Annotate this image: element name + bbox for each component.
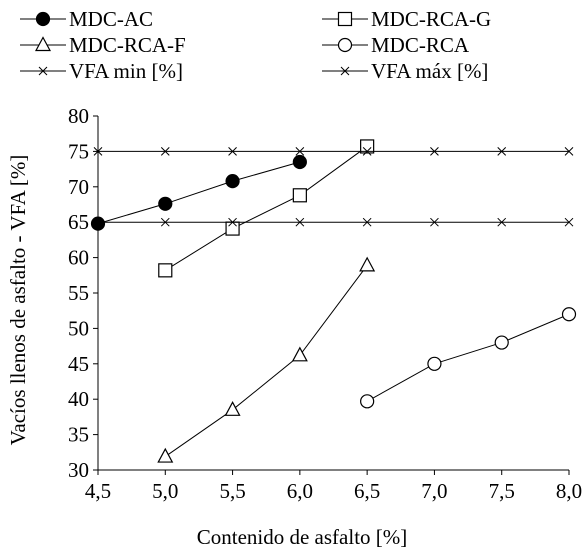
legend-entry: MDC-AC — [20, 7, 153, 31]
data-point — [160, 217, 170, 227]
data-point — [430, 217, 439, 227]
axes: 30 35 40 45 50 55 60 65 70 75 80 4,5 5,0 5,5 6,0 6,5 7,0… — [68, 104, 582, 503]
data-point — [292, 154, 307, 170]
legend: MDC-AC MDC-RCA-G MDC-RCA-F MDC-RCA VFA min [… — [20, 7, 491, 83]
y-tick-label: 35 — [68, 423, 89, 447]
data-point — [430, 147, 439, 156]
series-mdc-rca-f — [157, 256, 376, 463]
data-point — [362, 147, 372, 156]
series-vfa-min — [93, 217, 574, 227]
data-point — [362, 217, 372, 227]
x-tick-label: 6,0 — [287, 479, 313, 503]
series-line — [165, 265, 368, 457]
data-point — [497, 147, 507, 156]
series-line — [366, 313, 570, 402]
y-tick-label: 75 — [68, 139, 89, 163]
x-tick-label: 7,0 — [421, 479, 447, 503]
data-point — [225, 174, 240, 189]
data-point — [157, 447, 174, 463]
data-point — [295, 217, 305, 227]
legend-label: MDC-AC — [69, 7, 153, 31]
x-tick-label: 4,5 — [85, 479, 111, 503]
y-tick-label: 55 — [68, 281, 89, 305]
data-point — [160, 147, 170, 156]
data-point — [225, 221, 240, 236]
data-point — [228, 147, 237, 156]
y-tick-label: 50 — [68, 316, 89, 340]
data-point — [360, 394, 375, 409]
series-mdc-rca — [360, 307, 577, 409]
series-vfa-m-x — [93, 147, 574, 156]
legend-entry: MDC-RCA-F — [20, 33, 186, 57]
y-tick-label: 65 — [68, 210, 89, 234]
data-point — [228, 217, 237, 227]
legend-label: VFA min [%] — [69, 59, 183, 83]
legend-marker — [337, 37, 353, 53]
series-line — [97, 161, 300, 225]
x-tick-label: 5,5 — [219, 479, 245, 503]
x-tick-label: 7,5 — [489, 479, 515, 503]
data-point — [564, 147, 574, 156]
data-point — [295, 147, 305, 156]
legend-label: VFA máx [%] — [371, 59, 488, 83]
y-tick-label: 70 — [68, 175, 89, 199]
legend-entry: MDC-RCA-G — [322, 7, 491, 31]
data-point — [561, 307, 577, 322]
y-axis-title: Vacíos llenos de asfalto - VFA [%] — [6, 155, 30, 446]
y-tick-label: 80 — [68, 104, 89, 128]
legend-entry: MDC-RCA — [322, 33, 470, 57]
x-axis-title: Contenido de asfalto [%] — [197, 525, 408, 549]
y-tick-label: 45 — [68, 352, 89, 376]
y-tick-label: 30 — [68, 458, 89, 482]
series-mdc-ac — [90, 154, 307, 231]
legend-marker — [337, 11, 353, 27]
data-point — [158, 196, 173, 211]
y-tick-label: 60 — [68, 246, 89, 270]
legend-marker — [34, 36, 52, 52]
data-point — [158, 263, 173, 278]
data-point — [291, 346, 308, 362]
legend-entry: VFA máx [%] — [322, 59, 488, 83]
data-point — [224, 401, 241, 416]
plot-area — [90, 139, 577, 463]
legend-label: MDC-RCA — [371, 33, 470, 57]
y-tick-label: 40 — [68, 387, 89, 411]
data-point — [292, 188, 307, 203]
x-tick-label: 8,0 — [556, 479, 582, 503]
series-line — [165, 146, 368, 271]
legend-marker — [35, 11, 51, 27]
legend-entry: VFA min [%] — [20, 59, 183, 83]
legend-marker — [340, 66, 350, 76]
x-tick-label: 6,5 — [354, 479, 380, 503]
data-point — [497, 217, 507, 227]
data-point — [360, 139, 375, 154]
data-point — [564, 217, 574, 227]
data-point — [427, 356, 442, 371]
data-point — [359, 256, 376, 272]
legend-label: MDC-RCA-G — [371, 7, 491, 31]
legend-label: MDC-RCA-F — [69, 33, 186, 57]
series-mdc-rca-g — [158, 139, 375, 278]
x-tick-label: 5,0 — [152, 479, 178, 503]
data-point — [494, 335, 509, 350]
legend-marker — [38, 66, 48, 76]
